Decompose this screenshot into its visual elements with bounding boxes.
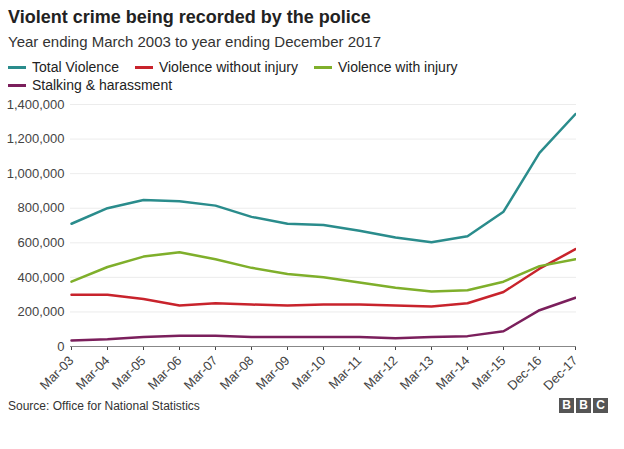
svg-text:0: 0 [57,339,64,354]
html-text:Year ending March 2003 to year: Year ending March 2003 to year ending De… [8,33,381,50]
svg-text:Mar-12: Mar-12 [361,353,401,393]
svg-text:Mar-13: Mar-13 [397,353,437,393]
svg-text:Mar-06: Mar-06 [145,353,185,393]
html-text:Source: Office for National St: Source: Office for National Statistics [8,398,200,413]
svg-text:Mar-08: Mar-08 [217,353,257,393]
svg-text:Mar-14: Mar-14 [433,353,473,393]
html-text:C: C [596,398,605,412]
svg-text:200,000: 200,000 [18,304,65,319]
html-text:Violence without injury: Violence without injury [158,59,298,75]
svg-text:Mar-09: Mar-09 [253,353,293,393]
svg-text:400,000: 400,000 [18,270,65,285]
html-text:Violence with injury: Violence with injury [338,59,458,75]
svg-text:Mar-15: Mar-15 [469,353,509,393]
svg-text:800,000: 800,000 [18,200,65,215]
svg-text:1,200,000: 1,200,000 [7,131,65,146]
svg-text:Mar-04: Mar-04 [73,353,113,393]
html-text:Violent crime being recorded b: Violent crime being recorded by the poli… [8,7,371,27]
svg-text:Mar-10: Mar-10 [289,353,329,393]
svg-text:Dec-17: Dec-17 [540,353,580,393]
html-text:Total Violence: Total Violence [32,59,119,75]
html-text:Stalking & harassment: Stalking & harassment [32,77,173,93]
svg-text:1,400,000: 1,400,000 [7,97,65,112]
svg-text:Mar-03: Mar-03 [37,353,77,393]
html-text:B: B [579,398,588,412]
svg-text:Mar-05: Mar-05 [109,353,149,393]
svg-text:1,000,000: 1,000,000 [7,166,65,181]
svg-text:Dec-16: Dec-16 [504,353,544,393]
svg-text:600,000: 600,000 [18,235,65,250]
svg-text:Mar-11: Mar-11 [326,353,365,392]
svg-text:Mar-07: Mar-07 [181,353,221,393]
html-text:B: B [562,398,571,412]
